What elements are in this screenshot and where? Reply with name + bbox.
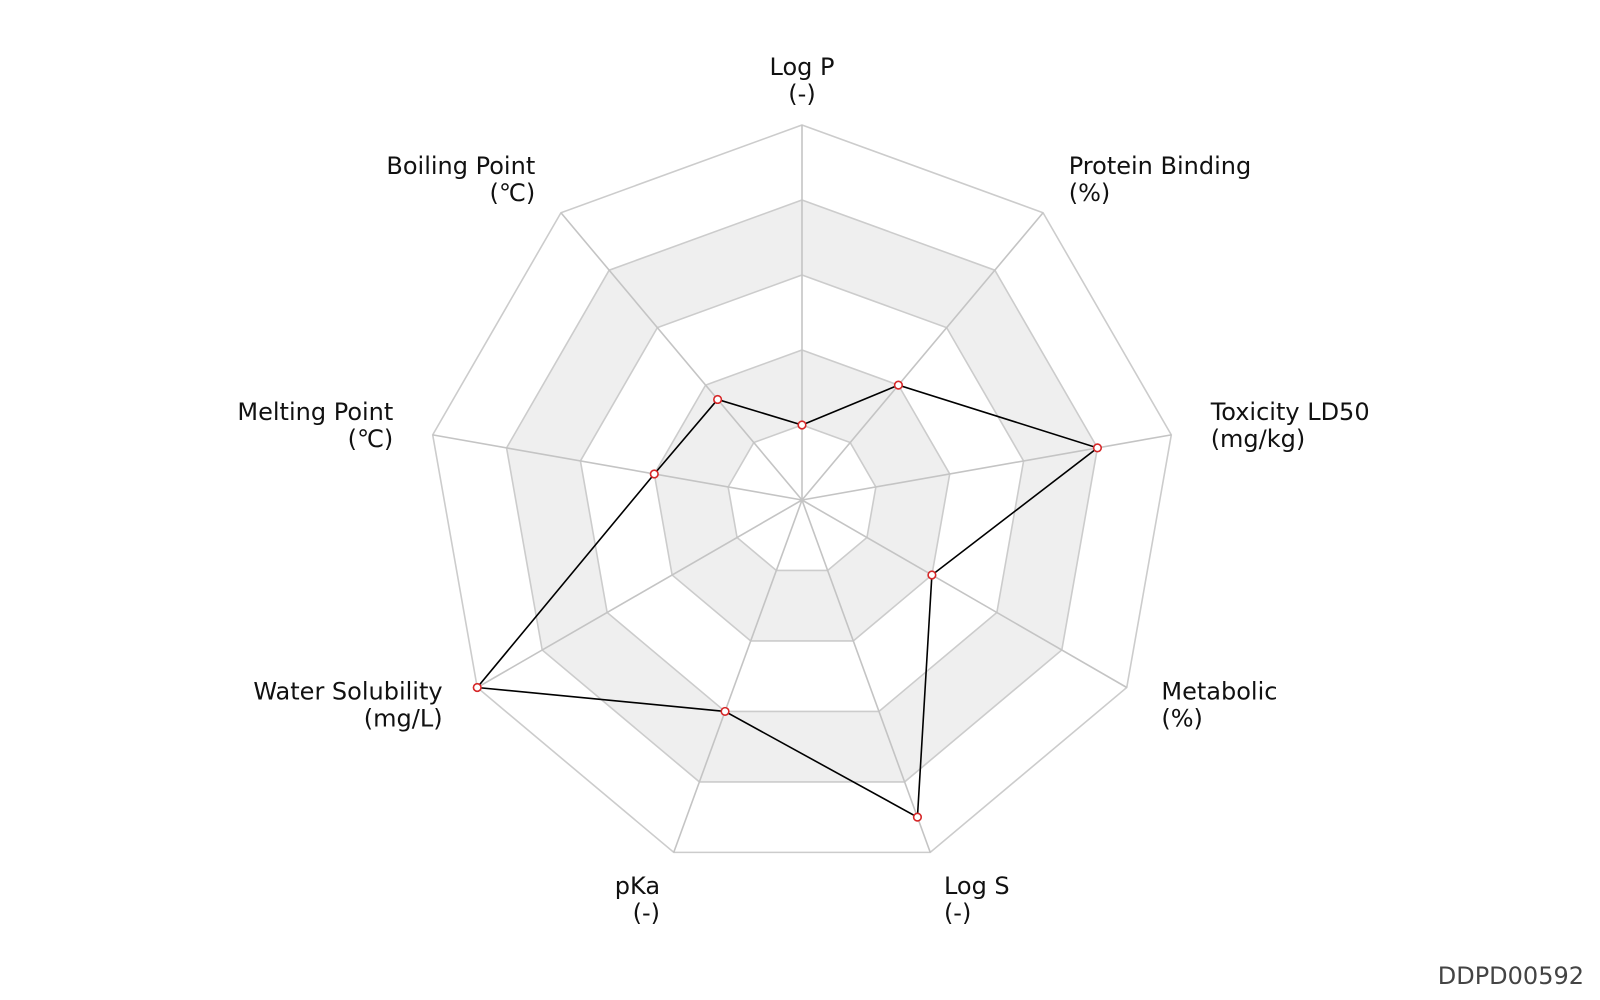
axis-name-1: Protein Binding [1069, 152, 1251, 180]
spoke-8 [560, 212, 803, 501]
axis-label-8: Boiling Point (℃) [386, 152, 535, 207]
data-point-3 [927, 570, 937, 580]
grid-ring-1 [727, 424, 877, 572]
axis-label-1: Protein Binding (%) [1069, 152, 1251, 207]
axis-unit-2: (mg/kg) [1211, 425, 1306, 453]
grid-ring-5 [431, 124, 1173, 854]
data-point-8 [713, 394, 723, 405]
axis-unit-1: (%) [1069, 179, 1111, 207]
spoke-3 [801, 499, 1128, 689]
data-point-5 [720, 706, 730, 717]
axis-labels: Log P (-)Protein Binding (%)Toxicity LD50(… [237, 53, 1369, 927]
axis-name-7: Melting Point [237, 398, 393, 426]
axis-name-3: Metabolic [1161, 678, 1277, 706]
axis-label-3: Metabolic (%) [1161, 678, 1277, 733]
data-point-0 [797, 420, 807, 430]
data-point-2 [1092, 443, 1103, 453]
data-point-6 [472, 682, 482, 693]
axis-name-8: Boiling Point [386, 152, 535, 180]
axis-name-2: Toxicity LD50 [1210, 398, 1370, 426]
data-point-4 [912, 812, 923, 822]
spoke-1 [801, 212, 1044, 501]
data-point-1 [893, 380, 904, 390]
grid-ring-3 [579, 274, 1025, 713]
axis-label-5: pKa (-) [615, 872, 660, 927]
axis-name-4: Log S [944, 872, 1010, 900]
axis-name-0: Log P [770, 53, 835, 81]
grid-rings [431, 124, 1173, 854]
axis-unit-7: (℃) [348, 425, 394, 453]
series-line [475, 384, 1100, 819]
data-series [472, 380, 1103, 822]
axis-unit-8: (℃) [490, 179, 536, 207]
spoke-4 [801, 499, 932, 853]
axis-name-6: Water Solubility [253, 678, 442, 706]
axis-spokes [432, 125, 1172, 853]
axis-label-0: Log P (-) [770, 53, 835, 108]
spoke-2 [801, 434, 1172, 501]
grid-ring-4 [505, 199, 1099, 783]
axis-label-7: Melting Point (℃) [237, 398, 393, 453]
axis-unit-5: (-) [633, 899, 660, 927]
ring-band-1 [654, 350, 950, 641]
data-point-7 [649, 469, 659, 479]
spoke-7 [432, 434, 803, 501]
axis-label-6: Water Solubility (mg/L) [253, 678, 442, 733]
axis-label-4: Log S (-) [944, 872, 1010, 927]
axis-unit-6: (mg/L) [364, 705, 443, 733]
axis-unit-4: (-) [944, 899, 971, 927]
axis-label-2: Toxicity LD50 (mg/kg) [1210, 398, 1370, 453]
ring-shading [506, 200, 1098, 782]
axis-unit-3: (%) [1161, 705, 1203, 733]
spoke-5 [672, 499, 803, 853]
axis-unit-0: (-) [788, 80, 815, 108]
axis-name-5: pKa [615, 872, 660, 900]
corner-id-label: DDPD00592 [1437, 962, 1584, 990]
grid-ring-2 [653, 349, 951, 642]
spoke-6 [476, 499, 803, 689]
